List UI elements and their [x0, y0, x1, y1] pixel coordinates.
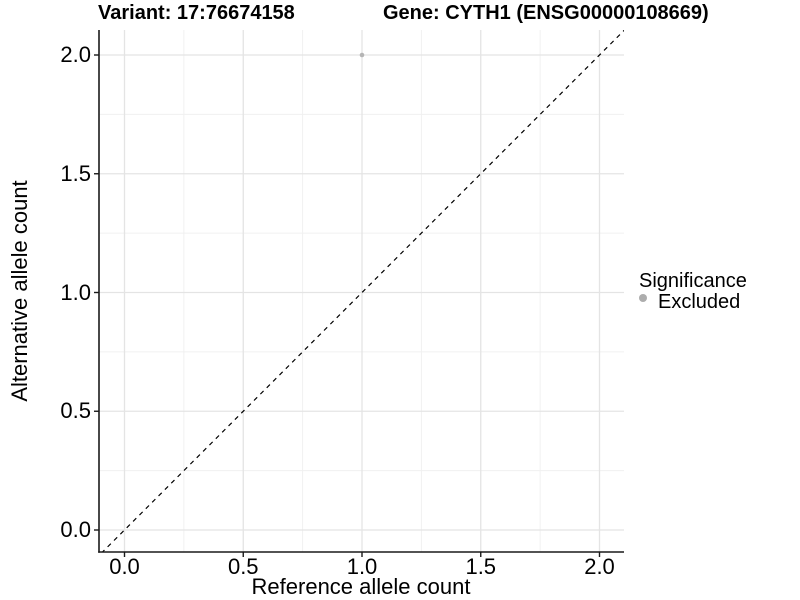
x-tick-label: 0.5 [227, 554, 259, 579]
y-tick-label: 0.0 [60, 517, 91, 542]
y-tick-label: 0.5 [60, 398, 91, 424]
x-tick-label: 0.0 [109, 554, 140, 579]
x-tick-label: 1.0 [346, 554, 378, 579]
legend-excluded-circle-icon [639, 294, 647, 302]
x-axis-title: Reference allele count [251, 574, 471, 599]
x-tick-label: 2.0 [584, 554, 615, 579]
y-tick-label: 1.0 [60, 279, 91, 305]
plot-title-variant: Variant: 17:76674158 [98, 2, 295, 24]
legend-title: Significance [639, 270, 747, 292]
legend-item-excluded: Excluded [658, 291, 741, 313]
y-tick-label: 2.0 [60, 42, 91, 67]
plot-title-gene: Gene: CYTH1 (ENSG00000108669) [383, 2, 709, 24]
data-point [359, 52, 365, 58]
x-tick-label: 1.5 [465, 554, 497, 579]
y-axis-title-text: Alternative allele count [7, 180, 32, 402]
y-tick-label: 1.5 [60, 160, 91, 186]
